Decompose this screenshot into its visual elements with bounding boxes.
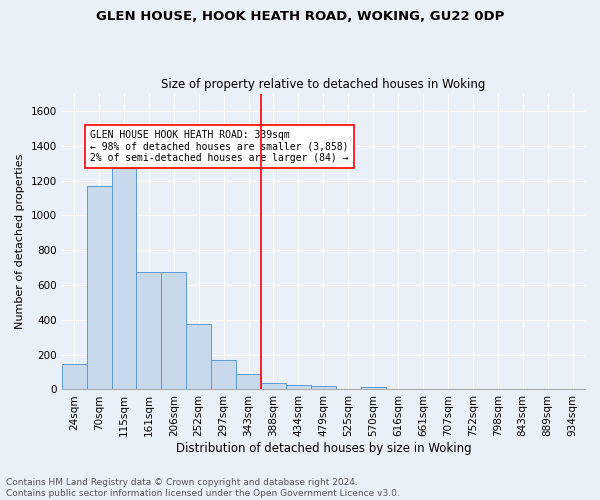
Bar (211, 360, 236, 390)
Bar (161, 272, 186, 390)
Bar (286, 385, 311, 390)
Bar (261, 384, 286, 390)
Bar (186, 324, 211, 390)
Bar (361, 387, 386, 390)
Title: Size of property relative to detached houses in Woking: Size of property relative to detached ho… (161, 78, 485, 91)
Bar (236, 374, 261, 390)
X-axis label: Distribution of detached houses by size in Woking: Distribution of detached houses by size … (176, 442, 471, 455)
Bar (136, 272, 161, 390)
Text: GLEN HOUSE, HOOK HEATH ROAD, WOKING, GU22 0DP: GLEN HOUSE, HOOK HEATH ROAD, WOKING, GU2… (96, 10, 504, 23)
Bar (311, 386, 336, 390)
Bar (112, 168, 136, 390)
Text: GLEN HOUSE HOOK HEATH ROAD: 339sqm
← 98% of detached houses are smaller (3,858)
: GLEN HOUSE HOOK HEATH ROAD: 339sqm ← 98%… (91, 130, 349, 164)
Bar (86, 186, 112, 390)
Bar (62, 364, 86, 390)
Text: Contains HM Land Registry data © Crown copyright and database right 2024.
Contai: Contains HM Land Registry data © Crown c… (6, 478, 400, 498)
Y-axis label: Number of detached properties: Number of detached properties (15, 154, 25, 329)
